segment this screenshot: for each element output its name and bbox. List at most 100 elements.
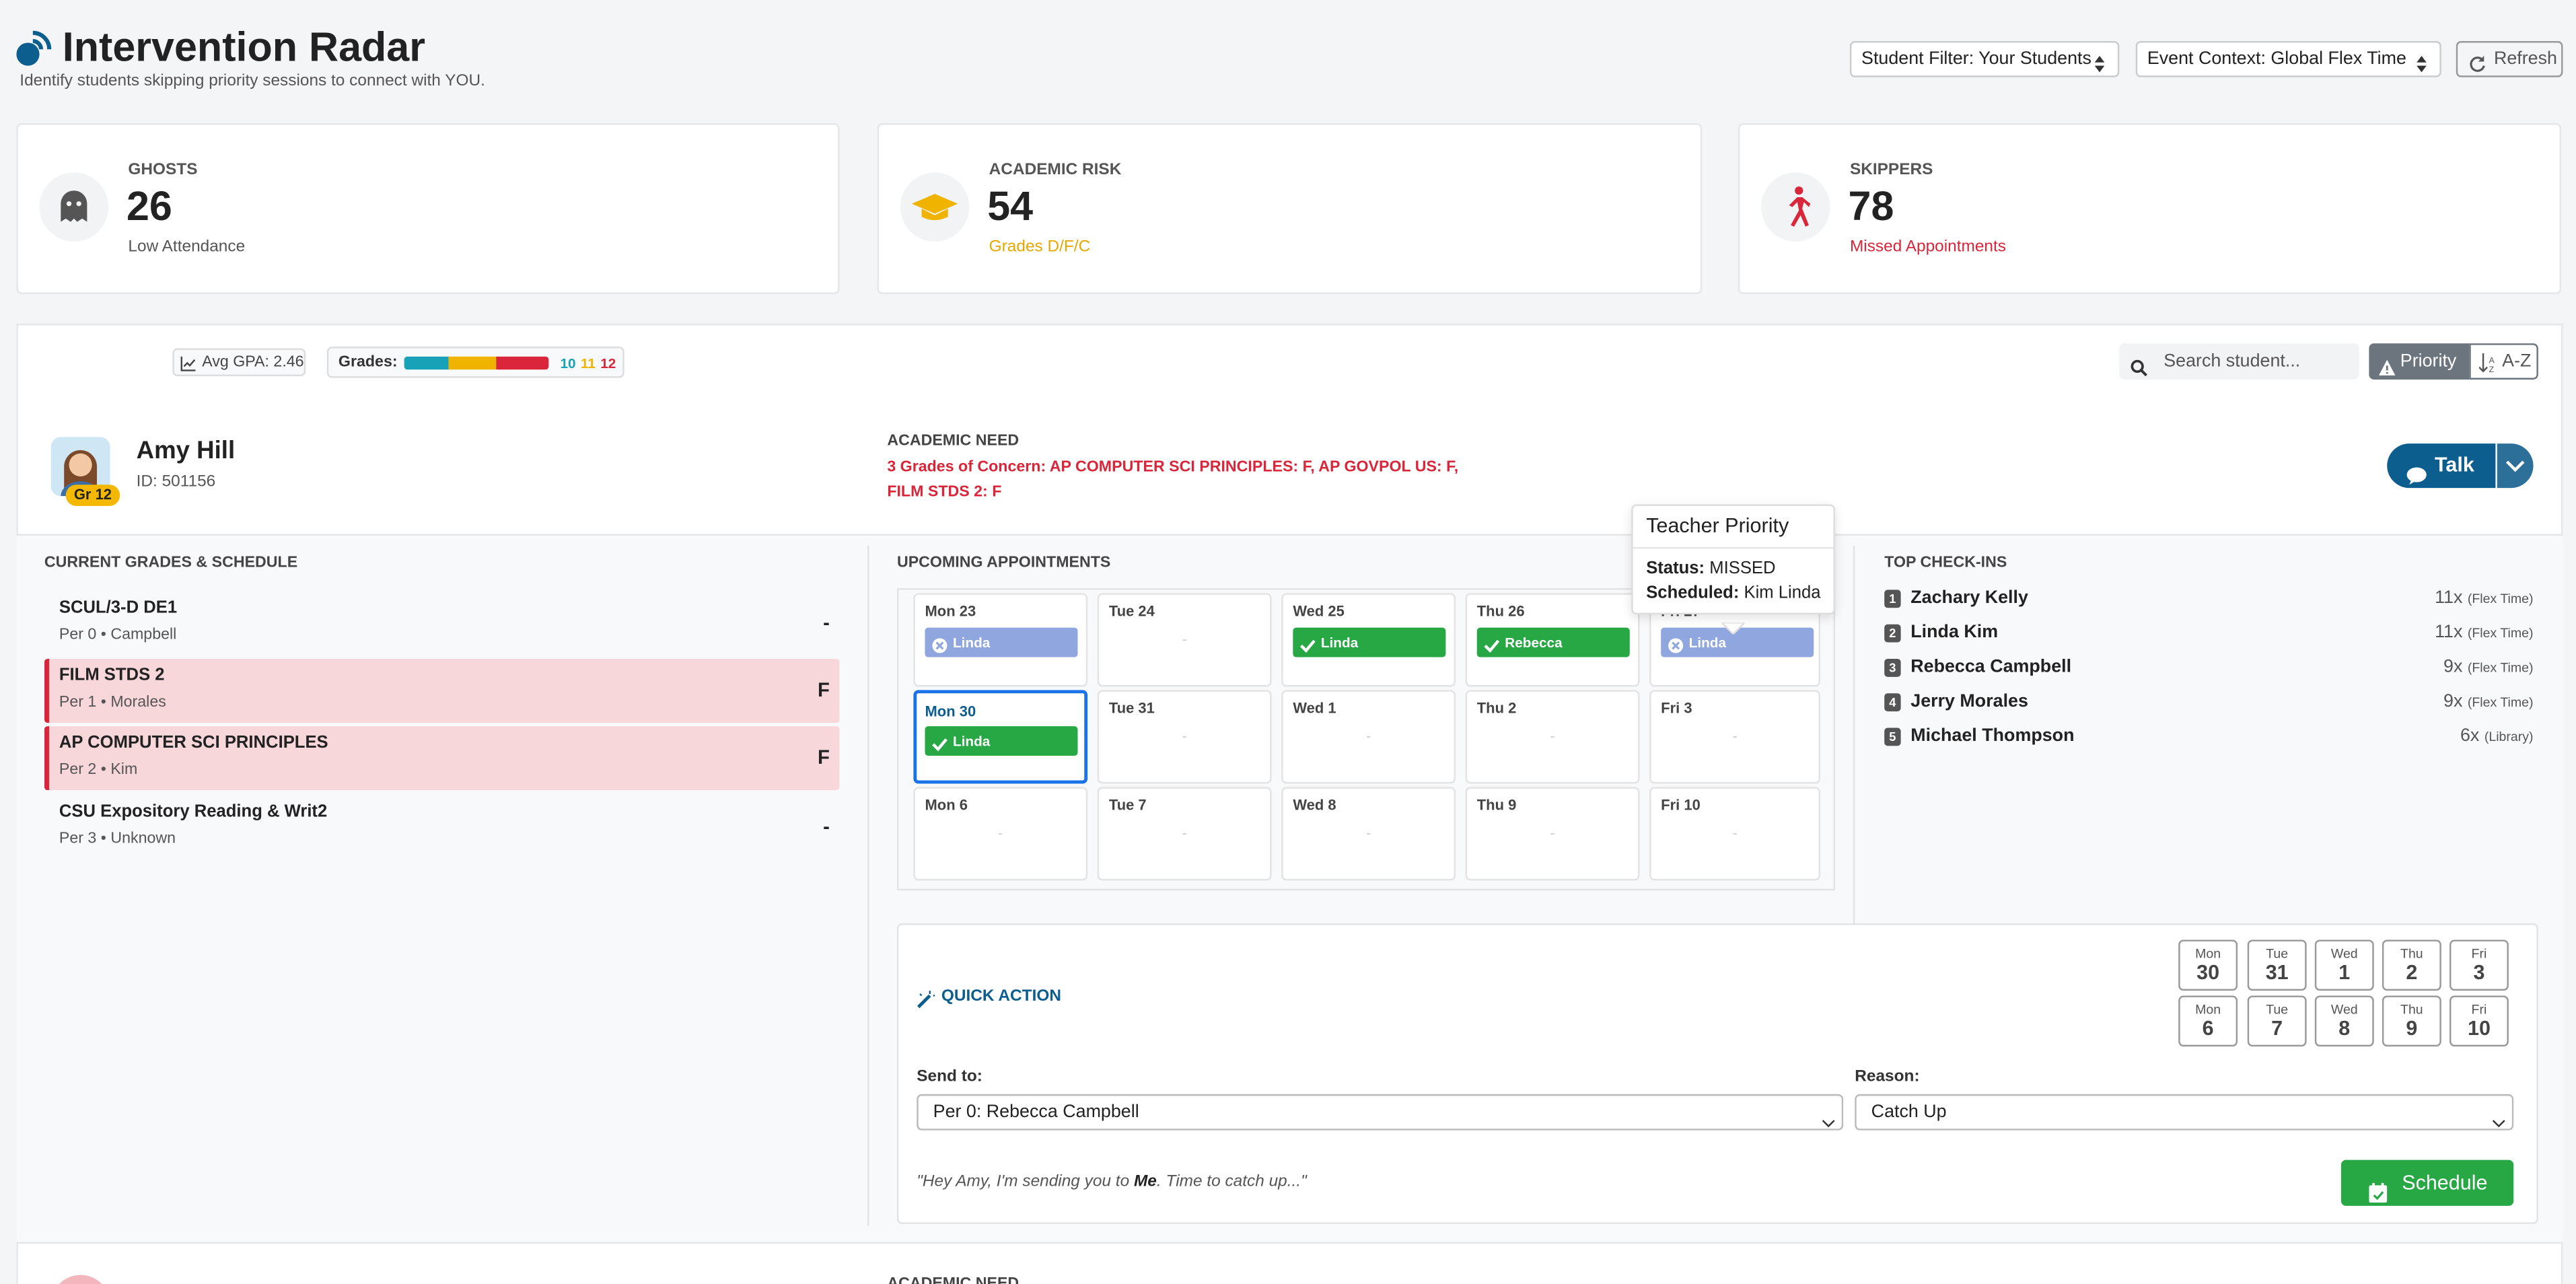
chevron: [1822, 1107, 1835, 1128]
calendar-day[interactable]: Tue 24 -: [1097, 593, 1272, 687]
calendar-day[interactable]: Tue 31 -: [1097, 690, 1272, 784]
day-label: Mon 30: [925, 703, 976, 720]
stat-note: Grades D/F/C: [989, 238, 1091, 256]
select-value: Per 0: Rebecca Campbell: [933, 1102, 1139, 1122]
checkin-name: Jerry Morales: [1910, 691, 2028, 712]
talk-dropdown[interactable]: [2497, 443, 2534, 489]
context: (Library): [2484, 729, 2534, 744]
date-number: 6: [2202, 1017, 2214, 1040]
date-button[interactable]: Thu 9: [2382, 995, 2441, 1047]
date-button[interactable]: Wed 8: [2314, 995, 2374, 1047]
talk-dropdown-svg: [2505, 460, 2525, 472]
select-value: Catch Up: [1871, 1102, 1947, 1122]
empty-marker: -: [1550, 824, 1555, 841]
date-button[interactable]: Tue 7: [2247, 995, 2307, 1047]
stat-icon-circle: [900, 172, 970, 242]
day-label: Tue 7: [1108, 797, 1147, 814]
date-button[interactable]: Thu 2: [2382, 939, 2441, 991]
day-label: Mon 6: [925, 797, 968, 814]
select-field[interactable]: Per 0: Rebecca Campbell: [917, 1094, 1844, 1131]
talk-button[interactable]: Talk: [2387, 443, 2496, 489]
filter-select[interactable]: Student Filter: Your Students: [1849, 41, 2120, 77]
wand-icon: [917, 987, 935, 1009]
calendar-day[interactable]: Thu 26 Rebecca: [1465, 593, 1640, 687]
tooltip-status: Status: MISSED: [1646, 559, 1775, 578]
date-day: Tue: [2266, 946, 2289, 962]
grade-count: 12: [600, 355, 616, 371]
appointment-chip[interactable]: Linda: [1293, 627, 1446, 657]
select-arrows: [2094, 51, 2105, 73]
calendar-day[interactable]: Wed 8 -: [1281, 787, 1456, 881]
calendar-day[interactable]: Thu 9 -: [1465, 787, 1640, 881]
message-part: . Time to catch up...": [1156, 1173, 1307, 1191]
calendar-day[interactable]: Mon 23 Linda: [913, 593, 1088, 687]
date-button[interactable]: Fri 3: [2449, 939, 2509, 991]
date-button[interactable]: Wed 1: [2314, 939, 2374, 991]
chart-icon-svg: [180, 356, 196, 371]
search-box[interactable]: Search student...: [2119, 343, 2359, 380]
svg-text:Z: Z: [2489, 365, 2495, 373]
student-id: ID: 501156: [136, 473, 216, 491]
svg-text:A: A: [2489, 356, 2495, 365]
select-field[interactable]: Catch Up: [1855, 1094, 2514, 1131]
stat-icon: [61, 190, 87, 222]
refresh-button[interactable]: Refresh: [2456, 41, 2563, 77]
calendar-day[interactable]: Fri 3 -: [1649, 690, 1820, 784]
checkin-count: 9x (Flex Time): [2443, 692, 2534, 711]
calendar-day[interactable]: Fri 10 -: [1649, 787, 1820, 881]
course-name: SCUL/3-D DE1: [59, 598, 178, 618]
course-grade: -: [823, 611, 830, 635]
date-button[interactable]: Fri 10: [2449, 995, 2509, 1047]
avg-gpa-chip: Avg GPA: 2.46: [172, 348, 306, 377]
appointments-title: UPCOMING APPOINTMENTS: [896, 553, 1111, 572]
appointment-chip[interactable]: Linda: [1661, 627, 1814, 657]
date-day: Thu: [2400, 946, 2423, 962]
tooltip-arrow: [1719, 613, 1747, 636]
refresh-icon: [2469, 51, 2485, 72]
grade-bar-segment: [448, 356, 497, 370]
sort-priority[interactable]: Priority: [2369, 343, 2470, 380]
appointment-chip[interactable]: Linda: [925, 726, 1078, 756]
date-button[interactable]: Tue 31: [2247, 939, 2307, 991]
calendar-day[interactable]: Tue 7 -: [1097, 787, 1272, 881]
search-icon-svg: [2131, 359, 2147, 377]
stat-note: Low Attendance: [128, 238, 246, 256]
filter-select[interactable]: Event Context: Global Flex Time: [2135, 41, 2441, 77]
refresh-icon-svg: [2470, 56, 2485, 72]
appointment-name: Linda: [952, 732, 991, 750]
sort-az[interactable]: A-Z A Z: [2469, 343, 2538, 380]
schedule-row: FILM STDS 2 Per 1 • Morales F: [44, 658, 840, 723]
day-label: Thu 26: [1476, 602, 1525, 620]
date-button[interactable]: Mon 6: [2178, 995, 2238, 1047]
chevron: [2492, 1107, 2505, 1128]
status-icon: [1484, 634, 1500, 653]
status-icon-svg: [1668, 638, 1684, 653]
calendar-day[interactable]: Wed 25 Linda: [1281, 593, 1456, 687]
empty-marker: -: [1182, 824, 1187, 841]
appointment-name: Linda: [1688, 634, 1727, 651]
calendar-day[interactable]: Mon 30 Linda: [913, 690, 1088, 784]
avg-gpa: Avg GPA: 2.46: [202, 353, 304, 371]
schedule-button[interactable]: Schedule: [2340, 1160, 2514, 1206]
calendar-day[interactable]: Wed 1 -: [1281, 690, 1456, 784]
rank-badge: 4: [1884, 693, 1901, 712]
stat-label: ACADEMIC RISK: [989, 161, 1122, 180]
next-academic-need-label: ACADEMIC NEED: [887, 1275, 1019, 1284]
message-preview: "Hey Amy, I'm sending you to Me. Time to…: [917, 1173, 1307, 1191]
chevron-svg: [1822, 1120, 1835, 1128]
logo-icon: [13, 26, 56, 69]
empty-marker: -: [1732, 824, 1738, 841]
chat-icon-svg: [2406, 467, 2427, 485]
calendar-day[interactable]: Mon 6 -: [913, 787, 1088, 881]
status-icon-svg: [1299, 639, 1316, 653]
appointment-chip[interactable]: Rebecca: [1476, 627, 1630, 657]
appointment-chip[interactable]: Linda: [925, 627, 1078, 657]
chat-icon: [2406, 457, 2427, 485]
date-button[interactable]: Mon 30: [2178, 939, 2238, 991]
status-icon-svg: [1484, 639, 1500, 653]
calendar-day[interactable]: Thu 2 -: [1465, 690, 1640, 784]
page-title: Intervention Radar: [62, 24, 425, 71]
sort-icon-svg: AZ: [2478, 353, 2495, 374]
